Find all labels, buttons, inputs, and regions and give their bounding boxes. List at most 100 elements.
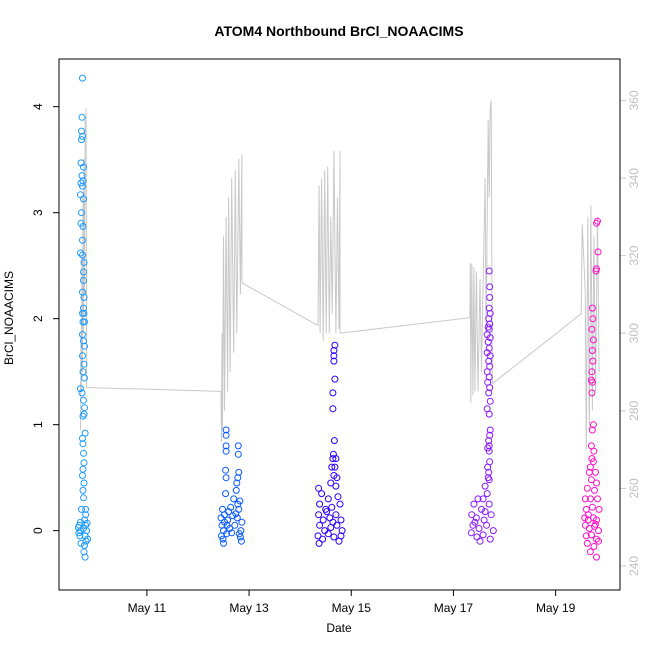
data-point [315, 511, 323, 519]
data-point [486, 384, 494, 392]
data-point [235, 530, 243, 538]
series-flight3 [314, 341, 346, 547]
data-point [589, 458, 597, 466]
data-point [78, 209, 85, 217]
data-point [586, 495, 594, 503]
data-point [328, 463, 336, 471]
data-point [232, 510, 240, 518]
series-flight1 [74, 74, 92, 561]
data-point [234, 474, 242, 482]
data-point [334, 493, 342, 501]
data-point [222, 431, 230, 439]
data-point [220, 539, 227, 547]
data-point [485, 442, 493, 450]
data-point [222, 490, 230, 498]
data-point [593, 535, 600, 543]
data-point [222, 426, 230, 434]
data-point [586, 463, 594, 471]
data-point [593, 479, 600, 487]
data-point [80, 396, 87, 404]
data-point [233, 479, 241, 487]
data-point [316, 500, 324, 508]
data-point [483, 521, 491, 529]
data-point [323, 508, 331, 516]
data-point [80, 294, 88, 301]
plot-frame [58, 58, 621, 591]
x-tick-label: May 17 [434, 601, 474, 615]
data-point [79, 182, 86, 190]
data-point [329, 518, 337, 526]
data-point [315, 539, 323, 547]
data-point [80, 494, 87, 502]
data-point [222, 442, 230, 450]
data-point [332, 455, 340, 463]
data-point [77, 385, 84, 393]
data-point [227, 503, 235, 511]
data-point [82, 537, 90, 545]
data-point [79, 472, 86, 479]
data-point [587, 476, 595, 484]
data-point [80, 525, 87, 532]
data-point [483, 490, 491, 498]
data-point [485, 315, 493, 323]
data-point [84, 535, 92, 543]
data-point [590, 543, 598, 550]
data-point [588, 389, 596, 397]
data-point [81, 374, 88, 382]
data-point [484, 444, 492, 452]
data-point [331, 463, 339, 471]
data-point [234, 442, 242, 450]
data-point [79, 412, 87, 420]
data-point [582, 532, 590, 540]
data-point [79, 177, 87, 185]
data-point [588, 347, 596, 354]
data-point [231, 521, 239, 529]
data-point [485, 389, 493, 397]
data-point [479, 495, 487, 503]
data-point [79, 236, 86, 244]
data-point [81, 318, 88, 326]
data-point [80, 360, 88, 368]
data-point [485, 476, 493, 484]
data-point [486, 535, 494, 543]
data-point [331, 375, 339, 383]
data-point [80, 304, 87, 312]
data-point [481, 508, 489, 516]
data-point [79, 486, 87, 494]
x-tick-label: May 13 [229, 601, 269, 615]
data-point [592, 468, 599, 476]
data-point [80, 309, 88, 317]
data-point [489, 527, 497, 535]
data-point [595, 527, 602, 535]
data-point [581, 495, 589, 503]
data-point [80, 268, 87, 276]
data-point [476, 537, 484, 545]
data-point [330, 533, 338, 541]
data-point [590, 447, 598, 455]
data-point [79, 251, 86, 259]
data-point [471, 518, 479, 526]
data-point [79, 74, 86, 82]
series-flight2 [217, 426, 246, 547]
data-point [318, 490, 326, 498]
data-point [472, 514, 480, 522]
data-point [583, 484, 591, 492]
data-point [593, 553, 600, 561]
data-point [330, 437, 338, 445]
data-point [80, 449, 87, 457]
data-point [236, 497, 244, 505]
data-point [319, 516, 327, 524]
data-point [486, 397, 494, 405]
y-tick-label: 0 [31, 527, 45, 534]
data-point [81, 342, 88, 350]
data-point [588, 503, 596, 511]
data-point [479, 531, 487, 539]
data-point [237, 537, 245, 545]
data-point [80, 259, 88, 266]
data-point [337, 516, 345, 524]
data-point [232, 486, 240, 494]
data-point [587, 531, 595, 539]
data-point [478, 505, 485, 513]
data-point [586, 548, 594, 556]
